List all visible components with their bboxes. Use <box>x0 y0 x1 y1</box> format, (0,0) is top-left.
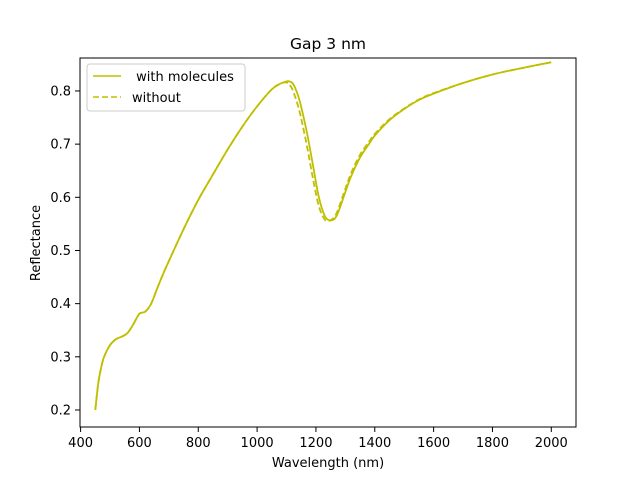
x-tick-label: 1600 <box>417 436 450 451</box>
x-tick-label: 400 <box>68 436 93 451</box>
y-tick-label: 0.4 <box>50 297 71 312</box>
y-tick-label: 0.3 <box>50 350 71 365</box>
plot-frame <box>79 57 577 428</box>
y-tick-label: 0.2 <box>50 403 71 418</box>
x-tick-label: 2000 <box>535 436 568 451</box>
x-axis-ticks: 400 600 800 1000 1200 1400 1600 1800 2000 <box>68 427 568 451</box>
y-axis-label: Reflectance <box>29 205 44 281</box>
x-tick-label: 1800 <box>476 436 509 451</box>
y-axis-ticks: 0.2 0.3 0.4 0.5 0.6 0.7 0.8 <box>50 84 80 418</box>
x-tick-label: 1400 <box>358 436 391 451</box>
y-tick-label: 0.8 <box>50 84 71 99</box>
chart-title: Gap 3 nm <box>290 35 366 53</box>
legend: with molecules without <box>86 63 246 112</box>
x-tick-label: 600 <box>127 436 152 451</box>
plot-lines <box>94 61 552 411</box>
x-axis-label: Wavelength (nm) <box>272 456 384 471</box>
legend-label-without: without <box>132 91 181 106</box>
x-tick-label: 800 <box>186 436 211 451</box>
x-tick-label: 1000 <box>241 436 274 451</box>
series-line-with-molecules <box>94 61 552 411</box>
legend-frame <box>86 63 246 112</box>
y-tick-label: 0.7 <box>50 138 71 153</box>
legend-label-with-molecules: with molecules <box>132 70 234 85</box>
y-tick-label: 0.5 <box>50 244 71 259</box>
x-tick-label: 1200 <box>299 436 332 451</box>
series-line-without <box>94 61 552 411</box>
y-tick-label: 0.6 <box>50 191 71 206</box>
